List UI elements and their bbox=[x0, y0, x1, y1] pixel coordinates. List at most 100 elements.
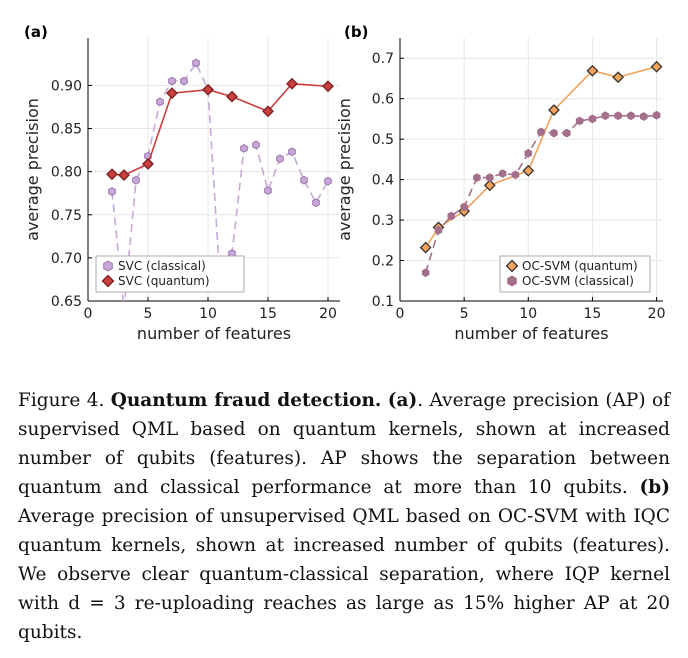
data-point bbox=[511, 170, 520, 180]
data-point bbox=[156, 97, 164, 107]
panel-label: (b) bbox=[344, 23, 368, 41]
data-point bbox=[421, 268, 430, 278]
data-point bbox=[226, 90, 238, 103]
data-point bbox=[614, 111, 622, 121]
x-tick-label: 10 bbox=[519, 306, 537, 322]
data-point bbox=[447, 211, 456, 221]
data-point bbox=[419, 241, 432, 254]
data-point bbox=[262, 105, 274, 118]
data-point bbox=[252, 140, 260, 150]
data-point bbox=[548, 104, 560, 116]
y-tick-label: 0.65 bbox=[51, 294, 82, 310]
data-point bbox=[550, 128, 558, 138]
data-point bbox=[586, 64, 599, 77]
legend: SVC (classical)SVC (quantum) bbox=[95, 255, 245, 293]
data-point bbox=[522, 164, 535, 177]
x-tick-label: 15 bbox=[584, 306, 602, 322]
y-tick-label: 0.6 bbox=[372, 92, 394, 108]
x-tick-label: 10 bbox=[199, 306, 217, 322]
caption-figure-label: Figure 4. bbox=[18, 390, 105, 411]
data-point bbox=[240, 144, 248, 153]
data-point bbox=[640, 112, 648, 121]
series-oc-svm-classical bbox=[421, 110, 661, 278]
data-point bbox=[142, 157, 154, 170]
figure-caption: Figure 4. Quantum fraud detection. (a). … bbox=[18, 386, 670, 647]
data-point bbox=[483, 179, 496, 192]
data-point bbox=[312, 198, 320, 208]
x-tick-label: 0 bbox=[84, 306, 93, 322]
x-tick-label: 20 bbox=[319, 306, 337, 322]
data-point bbox=[264, 186, 272, 195]
data-point bbox=[118, 169, 130, 182]
data-point bbox=[563, 128, 571, 138]
y-tick-label: 0.3 bbox=[372, 213, 394, 229]
data-point bbox=[473, 173, 481, 182]
caption-part-b-label: (b) bbox=[639, 477, 670, 498]
data-point bbox=[537, 127, 545, 137]
y-axis-label: average precision bbox=[23, 98, 42, 241]
data-point bbox=[434, 225, 443, 235]
y-tick-label: 0.70 bbox=[51, 251, 82, 267]
data-point bbox=[121, 305, 128, 313]
data-point bbox=[588, 114, 597, 124]
data-point bbox=[601, 111, 609, 121]
data-point bbox=[575, 116, 584, 126]
x-tick-label: 0 bbox=[396, 306, 405, 322]
y-tick-label: 0.85 bbox=[51, 122, 82, 138]
figure-4-charts: (a)0 5 10 15 200.650.700.750.800.850.90numbe… bbox=[23, 23, 665, 343]
data-point bbox=[486, 173, 494, 182]
data-point bbox=[460, 202, 468, 212]
data-point bbox=[612, 71, 625, 84]
y-tick-label: 0.4 bbox=[372, 173, 394, 189]
data-point bbox=[132, 175, 140, 185]
y-tick-label: 0.1 bbox=[372, 294, 394, 310]
data-point bbox=[652, 110, 661, 120]
x-axis-label: number of features bbox=[454, 324, 608, 343]
x-tick-label: 20 bbox=[648, 306, 666, 322]
legend-box bbox=[499, 255, 651, 293]
caption-part-a-label: (a) bbox=[387, 390, 418, 411]
legend-marker bbox=[101, 274, 115, 288]
y-tick-label: 0.2 bbox=[372, 254, 394, 270]
data-point bbox=[168, 76, 176, 86]
y-tick-label: 0.5 bbox=[372, 132, 394, 148]
x-tick-label: 15 bbox=[259, 306, 277, 322]
data-point bbox=[202, 83, 214, 96]
series-oc-svm-quantum bbox=[419, 60, 663, 254]
caption-title: Quantum fraud detection. bbox=[110, 390, 382, 411]
data-point bbox=[324, 176, 332, 186]
panel-label: (a) bbox=[24, 23, 48, 41]
y-tick-label: 0.75 bbox=[51, 208, 82, 224]
x-axis-label: number of features bbox=[137, 324, 291, 343]
data-point bbox=[106, 168, 118, 181]
data-point bbox=[322, 80, 334, 93]
data-point bbox=[288, 147, 296, 157]
legend-box bbox=[95, 255, 245, 293]
chart-panel-a: (a) 0 5 10 15 20 0.65 0.70 0.75 0.80 0.85 0.90 numbe… bbox=[23, 23, 340, 343]
y-axis-label: average precision bbox=[335, 98, 354, 241]
data-point bbox=[627, 111, 635, 121]
y-tick-label: 0.80 bbox=[51, 165, 82, 181]
chart-panel-b: (b) 0 5 10 15 20 0.1 0.2 0.3 0.4 0.5 0.6 0.7 number o… bbox=[335, 23, 665, 343]
x-tick-label: 5 bbox=[144, 306, 153, 322]
data-point bbox=[108, 187, 116, 196]
y-tick-label: 0.90 bbox=[51, 78, 82, 94]
legend-entry: OC-SVM (quantum) bbox=[522, 259, 638, 273]
caption-part-b-text: Average precision of unsupervised QML ba… bbox=[18, 506, 670, 643]
caption-part-a-text: . Average precision (AP) of supervised Q… bbox=[18, 390, 670, 498]
legend-marker bbox=[507, 275, 517, 287]
legend: OC-SVM (quantum)OC-SVM (classical) bbox=[499, 255, 651, 293]
legend-marker bbox=[103, 260, 113, 272]
data-point bbox=[498, 169, 507, 178]
data-point bbox=[286, 77, 298, 90]
legend-entry: SVC (classical) bbox=[118, 259, 206, 273]
legend-entry: OC-SVM (classical) bbox=[522, 274, 634, 288]
data-point bbox=[192, 58, 200, 68]
x-tick-label: 5 bbox=[460, 306, 469, 322]
legend-marker bbox=[505, 259, 519, 273]
y-tick-label: 0.7 bbox=[372, 51, 394, 67]
data-point bbox=[276, 154, 284, 164]
data-point bbox=[524, 148, 533, 158]
series-svc-quantum bbox=[106, 77, 334, 182]
legend-entry: SVC (quantum) bbox=[118, 274, 210, 288]
